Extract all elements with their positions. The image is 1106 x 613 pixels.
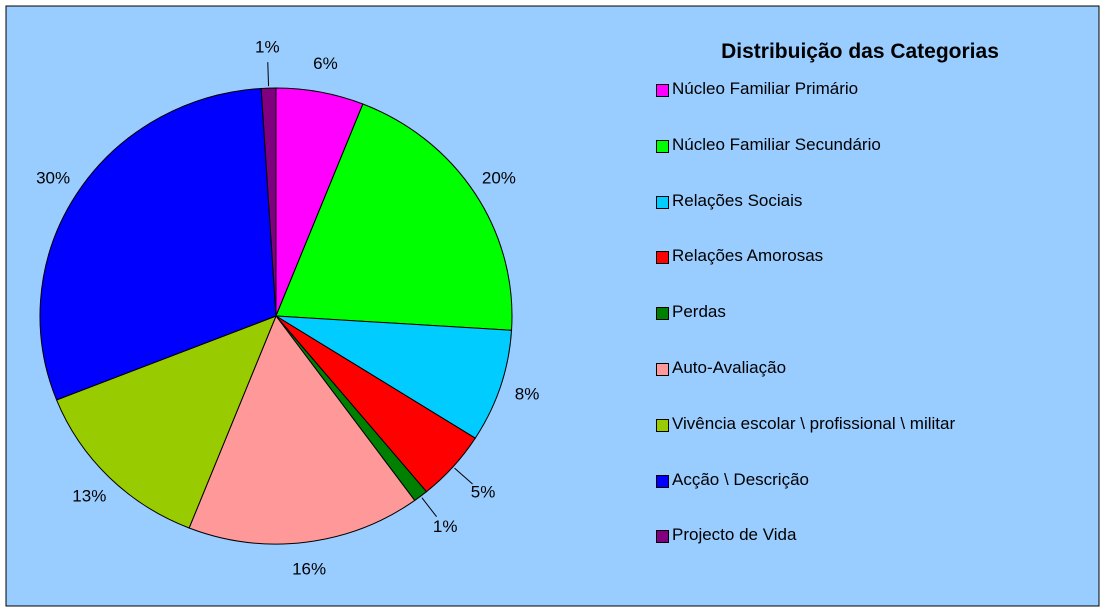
legend-item: Auto-Avaliação [650, 357, 1090, 413]
legend-item: Acção \ Descrição [650, 469, 1090, 525]
legend-item: Projecto de Vida [650, 524, 1090, 580]
legend-label: Núcleo Familiar Secundário [672, 134, 881, 154]
leader-line [454, 467, 473, 485]
legend-swatch [656, 362, 669, 376]
legend-label: Projecto de Vida [672, 525, 797, 545]
leader-line [267, 62, 270, 87]
pie-slice [39, 87, 277, 401]
data-label: 1% [255, 38, 280, 57]
legend-item: Perdas [650, 301, 1090, 357]
legend-swatch [656, 530, 669, 544]
legend-item: Relações Amorosas [650, 245, 1090, 301]
legend-label: Perdas [672, 302, 726, 322]
legend-label: Núcleo Familiar Primário [672, 79, 859, 98]
legend-label: Auto-Avaliação [672, 357, 787, 377]
legend-item: Núcleo Familiar Primário [650, 78, 1090, 134]
pie-slice [275, 315, 513, 439]
legend-label: Acção \ Descrição [672, 469, 809, 489]
data-label: 6% [313, 54, 338, 73]
legend-label: Relações Amorosas [672, 246, 824, 266]
pie-slice [275, 103, 513, 331]
legend-item: Núcleo Familiar Secundário [650, 134, 1090, 190]
data-label: 1% [433, 517, 458, 536]
pie-slice [260, 87, 277, 317]
data-label: 30% [36, 168, 70, 187]
chart-title: Distribuição das Categorias [721, 40, 999, 63]
data-label: 8% [515, 385, 540, 404]
data-label: 16% [292, 559, 326, 578]
legend-label: Vivência escolar \ profissional \ milita… [672, 413, 956, 433]
data-label: 20% [482, 168, 516, 187]
legend-swatch [656, 418, 669, 432]
data-label: 13% [72, 487, 106, 506]
legend-label: Relações Sociais [672, 190, 803, 210]
legend-item: Vivência escolar \ profissional \ milita… [650, 413, 1090, 469]
pie-slice [188, 314, 416, 545]
legend-swatch [656, 195, 669, 209]
legend-swatch [656, 474, 669, 488]
legend: Distribuição das Categorias Núcleo Famil… [650, 40, 1090, 580]
legend-swatch [656, 307, 669, 321]
legend-swatch [656, 84, 669, 97]
legend-swatch [656, 139, 669, 153]
legend-item: Relações Sociais [650, 190, 1090, 246]
legend-swatch [656, 251, 669, 265]
data-label: 5% [471, 483, 496, 502]
pie-slice [55, 315, 277, 529]
leader-line [421, 497, 437, 518]
